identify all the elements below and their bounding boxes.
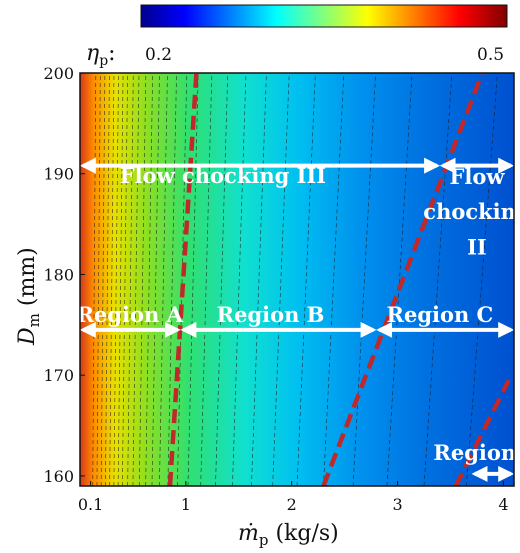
- x-tick-label: 2: [287, 495, 297, 514]
- contour-line: [167, 73, 177, 486]
- contour-line: [121, 73, 128, 486]
- contour-line: [92, 73, 97, 486]
- x-tick-label: 1: [181, 495, 191, 514]
- y-tick-label: 170: [43, 366, 74, 385]
- contour-line: [296, 73, 316, 486]
- contour-line: [187, 73, 199, 486]
- region-d-label: Region D: [433, 440, 520, 465]
- x-axis-label: ṁp (kg/s): [238, 521, 339, 549]
- contour-line: [466, 73, 498, 486]
- y-axis-label: Dm (mm): [15, 247, 43, 346]
- contour-line: [100, 73, 106, 486]
- contour-line: [232, 73, 247, 486]
- contour-line: [159, 73, 168, 486]
- x-tick-label: 4: [498, 495, 508, 514]
- y-tick-label: 160: [43, 467, 74, 486]
- contour-line: [386, 73, 413, 486]
- colorbar-max-label: 0.5: [477, 45, 504, 65]
- heatmap-field: [80, 73, 514, 486]
- boundary-2: [321, 73, 485, 486]
- contour-line: [132, 73, 140, 486]
- flow-chocking-ii-label-3: II: [467, 234, 487, 259]
- boundary-1: [167, 73, 199, 486]
- contour-line: [127, 73, 134, 486]
- flow-chocking-iii-label: Flow chocking III: [120, 163, 326, 188]
- contour-line: [105, 73, 110, 486]
- region-b-label: Region B: [217, 302, 325, 327]
- contour-line: [151, 73, 160, 486]
- region-a-label: Region A: [77, 302, 184, 327]
- x-axis-ticks: 0.1 1 2 3 4: [78, 481, 509, 514]
- y-tick-label: 180: [43, 265, 74, 284]
- y-tick-label: 200: [43, 64, 74, 83]
- contour-line: [138, 73, 147, 486]
- contour-line: [352, 73, 377, 486]
- x-tick-label: 3: [392, 495, 402, 514]
- contour-line: [96, 73, 101, 486]
- colorbar: [140, 4, 508, 28]
- y-tick-label: 190: [43, 165, 74, 184]
- plot-frame: [79, 72, 515, 487]
- y-axis-ticks: 160 170 180 190 200: [43, 64, 85, 486]
- contour-line: [272, 73, 290, 486]
- contour-line: [113, 73, 119, 486]
- contour-line: [251, 73, 267, 486]
- colorbar-min-label: 0.2: [145, 45, 172, 65]
- region-arrows: [80, 157, 514, 482]
- x-tick-label: 0.1: [78, 495, 103, 514]
- contour-line: [109, 73, 115, 486]
- region-annotations: Flow chocking III Flow chocking II Region A R…: [77, 163, 520, 465]
- contour-line: [145, 73, 154, 486]
- contour-line: [200, 73, 213, 486]
- contour-line: [117, 73, 124, 486]
- region-c-label: Region C: [387, 302, 494, 327]
- contour-line: [423, 73, 453, 486]
- flow-chocking-ii-label-1: Flow: [449, 164, 505, 189]
- contour-lines: [92, 73, 498, 486]
- contour-line: [215, 73, 229, 486]
- boundary-lines: [167, 73, 511, 486]
- colorbar-title: ηp:: [86, 41, 116, 69]
- contour-line: [323, 73, 345, 486]
- contour-line: [177, 73, 188, 486]
- flow-chocking-ii-label-2: chocking: [423, 199, 520, 224]
